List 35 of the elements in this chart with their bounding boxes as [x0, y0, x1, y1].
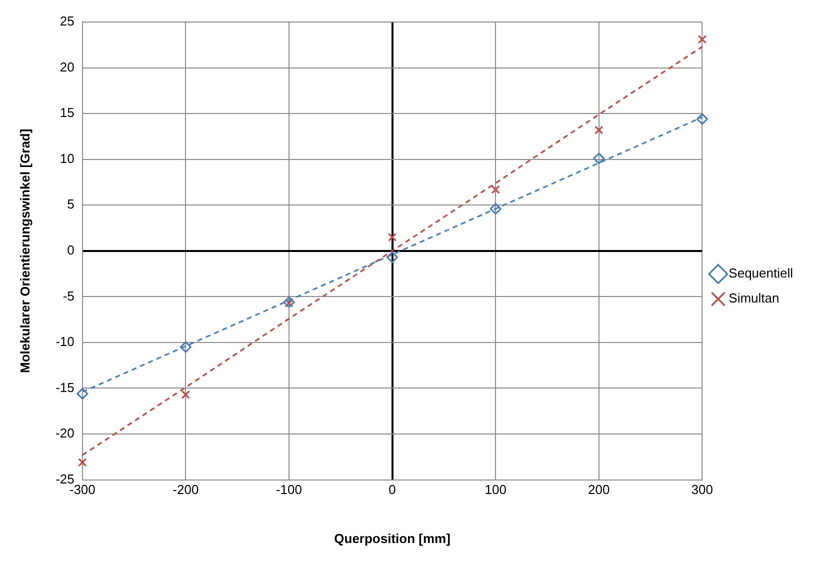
y-tick-label: 15 — [60, 105, 74, 120]
y-tick-label: 20 — [60, 59, 74, 74]
y-tick-label: 25 — [60, 14, 74, 29]
point — [698, 35, 707, 44]
x-tick-label: -100 — [276, 482, 302, 498]
point — [180, 341, 192, 353]
x-tick-label: 100 — [484, 482, 506, 498]
y-tick-label: -15 — [56, 380, 74, 395]
point — [283, 296, 295, 308]
point — [696, 113, 708, 125]
y-tick-label: 5 — [67, 196, 74, 212]
x-tick-label: -200 — [172, 482, 199, 498]
x-tick-label: 300 — [691, 482, 714, 498]
point — [388, 232, 397, 242]
y-tick-label: -25 — [56, 471, 74, 486]
x-tick-label: 0 — [388, 482, 396, 498]
point — [181, 390, 190, 399]
point — [78, 458, 87, 467]
legend-label: Sequentiell — [728, 266, 794, 281]
x-axis-title: Querposition [mm] — [334, 530, 450, 546]
y-axis-title: Molekularer Orientierungswinkel [Grad] — [17, 128, 32, 373]
legend-label: Simultan — [728, 290, 780, 306]
point — [593, 152, 605, 164]
x-tick-label: 200 — [588, 482, 610, 498]
y-tick-label: -20 — [56, 426, 74, 441]
point — [76, 388, 88, 400]
point — [386, 252, 398, 264]
y-tick-label: 0 — [67, 242, 74, 258]
y-tick-label: 10 — [60, 150, 74, 166]
y-tick-label: -5 — [62, 288, 74, 304]
point — [594, 126, 604, 134]
point — [490, 202, 502, 215]
y-tick-label: -10 — [56, 334, 74, 350]
line-series — [82, 46, 703, 456]
point — [491, 185, 500, 194]
